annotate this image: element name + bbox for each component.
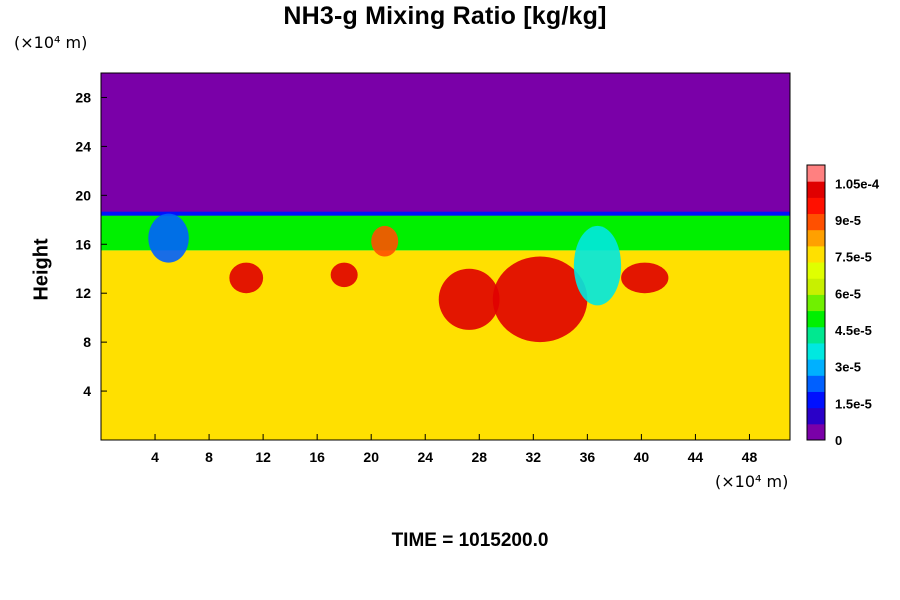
- interface-band-region: [101, 213, 790, 251]
- x-tick-label: 8: [205, 449, 213, 465]
- interface-edge: [101, 211, 790, 216]
- colorbar-frame: [806, 164, 826, 441]
- time-label: TIME = 1015200.0: [391, 530, 549, 551]
- colorbar-tick-label: 4.5e-5: [835, 323, 872, 338]
- chart-title: NH3-g Mixing Ratio [kg/kg]: [283, 2, 607, 30]
- colorbar-swatch: [807, 391, 825, 409]
- x-tick-label: 44: [688, 449, 704, 465]
- y-tick-label: 8: [83, 334, 91, 350]
- colorbar-swatch: [807, 310, 825, 328]
- colorbar-swatch: [807, 181, 825, 198]
- colorbar-swatch: [807, 294, 825, 312]
- lower-layer-region: [101, 250, 790, 440]
- colorbar-swatch: [807, 197, 825, 215]
- x-tick-label: 28: [471, 449, 487, 465]
- field-region-5: [492, 256, 588, 343]
- x-tick-label: 16: [309, 449, 325, 465]
- y-tick-label: 24: [75, 138, 91, 154]
- x-axis-unit: (×10⁴ m): [715, 472, 789, 491]
- colorbar-swatch: [807, 342, 825, 360]
- upper-layer-region: [101, 73, 790, 214]
- colorbar-swatch: [807, 165, 825, 182]
- x-tick-label: 24: [417, 449, 433, 465]
- x-tick-label: 40: [634, 449, 650, 465]
- colorbar-swatch: [807, 375, 825, 392]
- field-region-0: [148, 213, 189, 263]
- plot-frame: [100, 72, 791, 441]
- field-region-1: [229, 262, 264, 294]
- field-region-3: [371, 225, 399, 257]
- x-tick-label: 20: [363, 449, 379, 465]
- field-region-6: [573, 225, 622, 306]
- colorbar-swatch: [807, 359, 825, 376]
- heatmap-field: [101, 73, 790, 440]
- y-axis-unit: (×10⁴ m): [14, 33, 88, 52]
- x-tick-label: 48: [742, 449, 758, 465]
- field-region-4: [438, 268, 500, 330]
- x-tick-label: 36: [580, 449, 596, 465]
- field-region-7: [621, 262, 669, 294]
- y-tick-label: 28: [75, 89, 91, 105]
- colorbar-swatch: [807, 326, 825, 344]
- x-axis-ticks: 4 8 12 16 20 24 28 32 36 40 44 48: [151, 434, 757, 465]
- x-tick-label: 12: [255, 449, 271, 465]
- y-tick-label: 4: [83, 383, 91, 399]
- colorbar-swatch: [807, 245, 825, 263]
- colorbar-tick-label: 1.05e-4: [835, 176, 880, 191]
- colorbar-tick-label: 0: [835, 433, 842, 448]
- colorbar-tick-label: 1.5e-5: [835, 396, 872, 411]
- colorbar-swatch: [807, 229, 825, 247]
- y-tick-label: 16: [75, 236, 91, 252]
- field-region-2: [330, 262, 358, 288]
- y-axis-ticks: 4 8 12 16 20 24 28: [75, 89, 107, 399]
- colorbar: 0 1.5e-5 3e-5 4.5e-5 6e-5 7.5e-5 9e-5 1.05e-4: [806, 164, 880, 448]
- colorbar-tick-label: 3e-5: [835, 360, 861, 375]
- colorbar-swatch: [807, 262, 825, 279]
- colorbar-tick-label: 9e-5: [835, 213, 861, 228]
- colorbar-swatch: [807, 213, 825, 231]
- colorbar-tick-label: 7.5e-5: [835, 250, 872, 265]
- x-tick-label: 4: [151, 449, 159, 465]
- colorbar-swatch: [807, 278, 825, 295]
- x-tick-label: 32: [526, 449, 542, 465]
- colorbar-swatch: [807, 407, 825, 425]
- colorbar-tick-label: 6e-5: [835, 286, 861, 301]
- colorbar-swatch: [807, 423, 825, 441]
- y-tick-label: 20: [75, 187, 91, 203]
- y-tick-label: 12: [75, 285, 91, 301]
